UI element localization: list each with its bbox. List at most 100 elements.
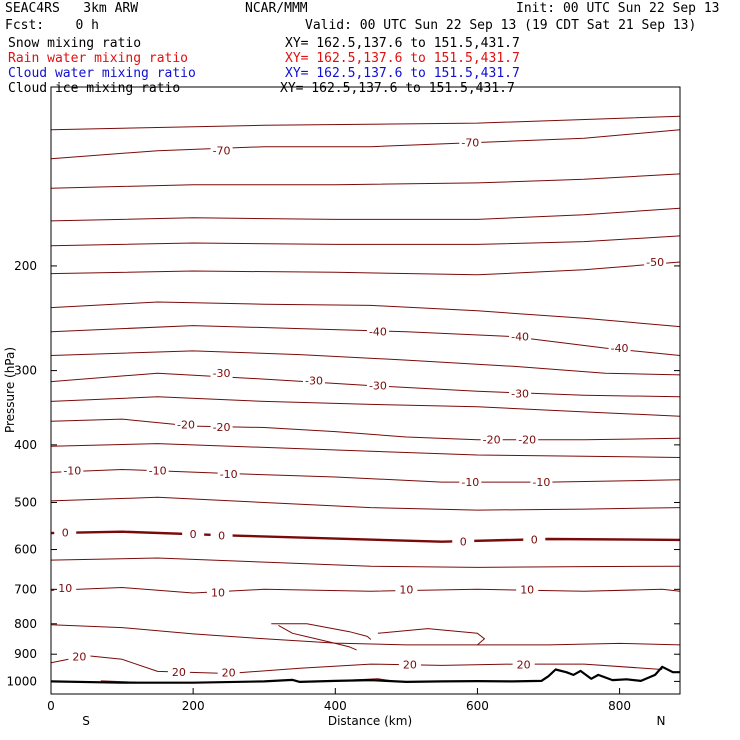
contour-line [50,115,681,131]
contour-label: -10 [532,476,550,489]
x-tick-label: 800 [608,699,631,713]
contour-label-bg [459,476,482,489]
legend-label: Cloud water mixing ratio [8,66,196,81]
x-tick-label: 0 [47,699,55,713]
contour-label: -20 [177,419,195,432]
contour-label: -70 [461,137,479,150]
model-title: SEAC4RS 3km ARW [5,1,139,16]
contour-label-bg [480,433,503,446]
contour-label-bg [459,136,482,149]
contour-label-bg [175,418,198,431]
contour-line [50,418,681,441]
legend-xy: XY= 162.5,137.6 to 151.5,431.7 [285,66,520,81]
legend-label: Snow mixing ratio [8,36,142,51]
contour-label: -20 [518,434,536,447]
contour-label: 0 [62,527,69,540]
contour-label: -10 [63,465,81,478]
contour-label: -50 [646,256,664,269]
contour-label: 10 [399,584,413,597]
contour-label-bg [366,325,389,338]
contour-label: -10 [149,465,167,478]
contour-label: 20 [403,659,417,672]
contour-label-bg [512,658,535,671]
contour-line [50,207,681,222]
contour-label-bg [167,665,190,678]
contour-label-bg [217,468,240,481]
contour-label-bg [54,526,77,539]
legend-label: Rain water mixing ratio [8,51,189,66]
contour-label: 20 [172,666,186,679]
y-tick-label: 300 [14,364,37,378]
contour-label-bg [210,420,233,433]
x-tick-label: 200 [182,699,205,713]
x-axis-title: Distance (km) [328,714,412,728]
contour-line [50,129,681,160]
contour-line [50,372,681,398]
y-tick-label: 200 [14,259,37,273]
contour-lines [50,115,681,683]
contour-line [50,261,681,276]
forecast-hour: Fcst: 0 h [5,18,99,33]
y-tick-label: 900 [14,647,37,661]
contour-label-bg [523,533,546,546]
contour-labels: -70 -70 -50 -40 -40 -40 -30 -30 -30 -30 -20 -20 -20 -… [54,136,667,679]
contour-label-bg [182,528,205,541]
contour-label-bg [516,433,539,446]
contour-line [50,624,681,646]
contour-label-bg [54,581,77,594]
contour-line [50,530,681,543]
contour-label: -40 [369,326,387,339]
contour-line [377,628,485,646]
contour-label: -20 [213,421,231,434]
contour-label-bg [516,583,539,596]
contour-line [50,655,663,674]
contour-label-bg [608,342,631,355]
y-tick-label: 400 [14,438,37,452]
contour-label-bg [210,529,233,542]
endpoint-right: N [657,714,666,728]
y-tick-label: 800 [14,617,37,631]
contour-line [50,173,681,189]
contour-line [50,325,681,356]
contour-label-bg [146,464,169,477]
plot-frame [50,86,681,695]
contour-label-bg [68,650,91,663]
legend-xy: XY= 162.5,137.6 to 151.5,431.7 [280,81,515,96]
contour-label: 20 [517,658,531,671]
x-tick-label: 400 [324,699,347,713]
valid-time: Valid: 00 UTC Sun 22 Sep 13 (19 CDT Sat … [305,18,697,33]
contour-label: -30 [511,388,529,401]
contour-label: -40 [611,342,629,355]
contour-label-bg [509,330,532,343]
contour-label-bg [398,658,421,671]
x-axis: 0 200 400 600 800 [47,688,631,713]
contour-label: 10 [520,583,534,596]
y-tick-label: 700 [14,582,37,596]
terrain-line [50,665,680,684]
y-axis-title: Pressure (hPa) [3,347,17,433]
contour-label: -40 [511,331,529,344]
contour-label: 0 [531,533,538,546]
legend-xy: XY= 162.5,137.6 to 151.5,431.7 [285,36,520,51]
contour-line [50,557,681,568]
contour-label: 20 [72,650,86,663]
contour-label-bg [217,666,240,679]
contour-label-bg [302,374,325,387]
y-tick-label: 600 [14,543,37,557]
contour-label: -20 [483,434,501,447]
contour-label-bg [530,476,553,489]
contour-line [50,301,681,328]
contour-label-bg [452,535,475,548]
contour-line [50,443,681,458]
y-tick-label: 1000 [6,674,37,688]
contour-label: 0 [460,536,467,549]
contour-label: -10 [461,476,479,489]
terrain-line [50,665,680,684]
contour-label: -30 [305,375,323,388]
init-time: Init: 00 UTC Sun 22 Sep 13 [516,1,720,16]
legend-xy: XY= 162.5,137.6 to 151.5,431.7 [285,51,520,66]
contour-label: 0 [218,529,225,542]
contour-line [50,587,681,594]
